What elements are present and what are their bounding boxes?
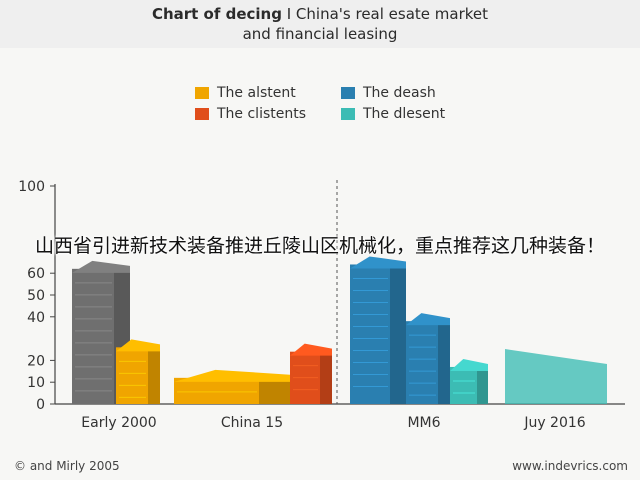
legend-item-3: The clistents — [195, 105, 306, 123]
legend-swatch-1 — [195, 87, 209, 99]
legend-item-1: The alstent — [195, 84, 296, 102]
bar — [406, 313, 450, 404]
legend-item-2: The deash — [341, 84, 436, 102]
title-band — [0, 0, 640, 48]
bar — [290, 343, 332, 404]
bar — [350, 256, 406, 404]
y-tick-label: 20 — [27, 353, 45, 369]
legend-label-1: The alstent — [217, 85, 296, 101]
chart-title: Chart of decing I China's real esate mar… — [0, 4, 640, 44]
bar — [174, 369, 292, 404]
bar — [450, 358, 488, 404]
y-tick-label: 10 — [27, 375, 45, 391]
y-tick-label: 60 — [27, 266, 45, 282]
legend-label-2: The deash — [363, 85, 436, 101]
legend-item-4: The dlesent — [341, 105, 445, 123]
legend-label-3: The clistents — [217, 106, 307, 122]
bar — [116, 339, 160, 404]
y-tick-label: 40 — [27, 310, 45, 326]
y-tick-label: 50 — [27, 288, 45, 304]
footer-website: www.indevrics.com — [512, 459, 628, 473]
chart-title-line1-rest: I China's real esate market — [281, 5, 489, 23]
x-tick-label: Early 2000 — [81, 415, 156, 431]
legend-swatch-4 — [341, 108, 355, 120]
legend-swatch-2 — [341, 87, 355, 99]
chart-title-line2: and financial leasing — [242, 25, 398, 43]
y-tick-label: 0 — [36, 397, 45, 413]
legend: The alstent The deash The clistents The … — [195, 84, 495, 128]
legend-swatch-3 — [195, 108, 209, 120]
bar — [505, 349, 607, 404]
overlay-caption: 山西省引进新技术装备推进丘陵山区机械化，重点推荐这几种装备！ — [34, 235, 605, 257]
footer-copyright: © and Mirly 2005 — [14, 459, 120, 473]
y-tick-label: 100 — [18, 179, 45, 195]
chart-title-bold: Chart of decing — [151, 5, 282, 23]
legend-label-4: The dlesent — [363, 106, 446, 122]
chart-title-line1: Chart of decing I China's real esate mar… — [0, 4, 640, 24]
x-tick-label: Juy 2016 — [523, 415, 585, 431]
x-tick-label: China 15 — [221, 415, 283, 431]
x-tick-label: MM6 — [407, 415, 440, 431]
